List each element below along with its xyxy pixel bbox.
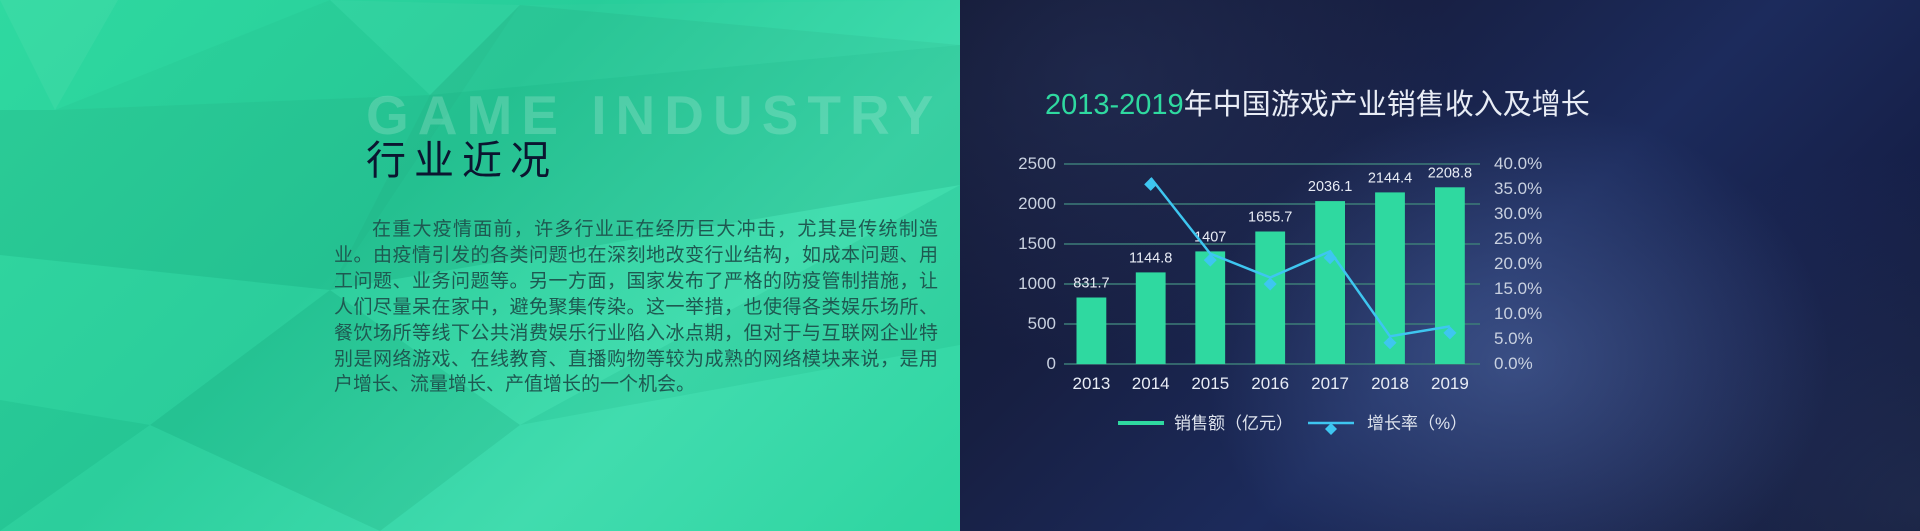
svg-text:35.0%: 35.0% (1494, 179, 1542, 198)
svg-text:2036.1: 2036.1 (1308, 179, 1352, 195)
svg-text:15.0%: 15.0% (1494, 279, 1542, 298)
svg-text:销售额（亿元）: 销售额（亿元） (1174, 414, 1293, 433)
svg-text:831.7: 831.7 (1073, 276, 1109, 292)
svg-text:2208.8: 2208.8 (1428, 165, 1472, 181)
svg-text:2014: 2014 (1132, 374, 1170, 393)
svg-text:2015: 2015 (1191, 374, 1229, 393)
svg-text:2144.4: 2144.4 (1368, 170, 1412, 186)
svg-text:1655.7: 1655.7 (1248, 210, 1292, 226)
svg-text:2018: 2018 (1371, 374, 1409, 393)
svg-text:1144.8: 1144.8 (1129, 250, 1172, 266)
svg-text:增长率（%）: 增长率（%） (1367, 414, 1467, 433)
svg-text:1000: 1000 (1018, 274, 1056, 293)
svg-text:25.0%: 25.0% (1494, 229, 1542, 248)
svg-text:2013: 2013 (1072, 374, 1110, 393)
svg-text:2016: 2016 (1251, 374, 1289, 393)
svg-text:40.0%: 40.0% (1494, 154, 1542, 173)
svg-text:2500: 2500 (1018, 154, 1056, 173)
svg-text:5.0%: 5.0% (1494, 329, 1533, 348)
svg-text:10.0%: 10.0% (1494, 304, 1542, 323)
svg-text:0: 0 (1047, 354, 1056, 373)
svg-text:20.0%: 20.0% (1494, 254, 1542, 273)
svg-text:30.0%: 30.0% (1494, 204, 1542, 223)
svg-text:2019: 2019 (1431, 374, 1469, 393)
svg-text:500: 500 (1028, 314, 1056, 333)
svg-text:0.0%: 0.0% (1494, 354, 1533, 373)
svg-text:1500: 1500 (1018, 234, 1056, 253)
svg-text:2000: 2000 (1018, 194, 1056, 213)
svg-text:2017: 2017 (1311, 374, 1349, 393)
